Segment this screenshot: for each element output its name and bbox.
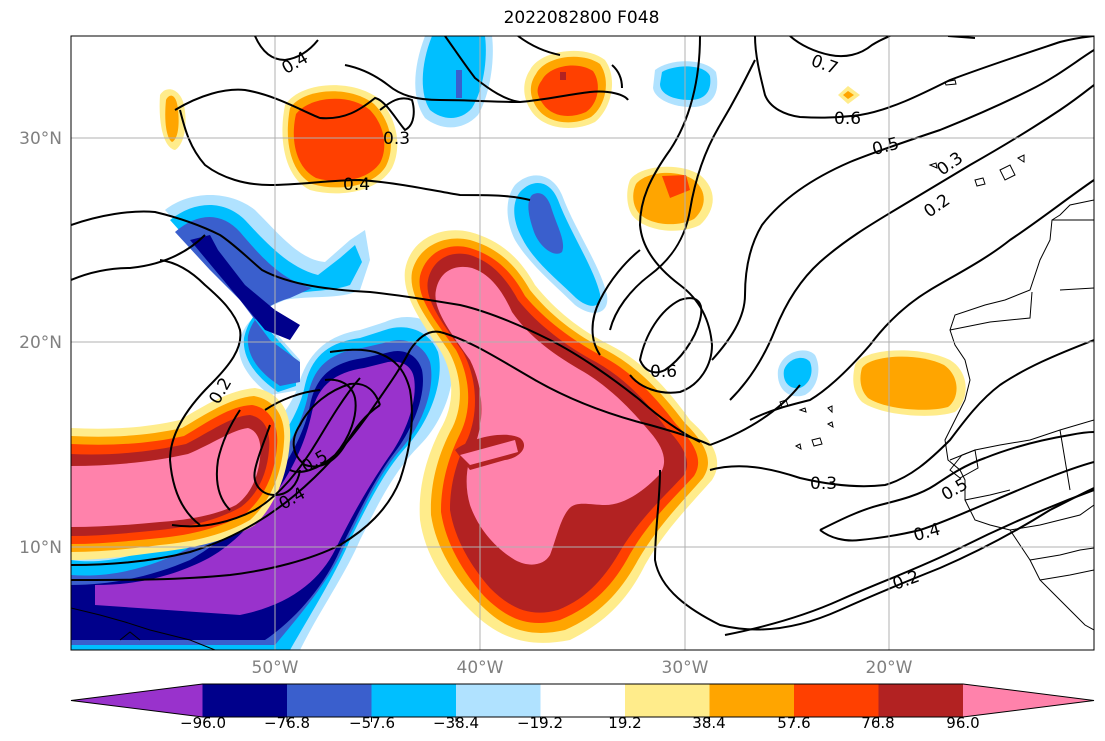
map-frame [70,35,1095,651]
map-panel: 0.4 0.3 0.4 0.7 0.6 0.5 0.3 0.2 0.2 0.6 … [71,36,1094,650]
lat-label: 30°N [19,129,62,149]
negative-anomaly-north-cells [415,36,819,397]
colorbar-tick-labels: −96.0 −76.8 −57.6 −38.4 −19.2 19.2 38.4 … [180,714,980,732]
colorbar-cell [625,684,710,717]
colorbar-tick-label: 57.6 [777,714,810,732]
lon-label: 50°W [252,658,299,678]
colorbar-cell [202,684,288,717]
positive-anomaly-north-cells [159,50,966,416]
colorbar-tick-label: −96.0 [180,714,226,732]
lon-label: 40°W [457,658,504,678]
contour-label: 0.3 [810,474,837,494]
colorbar-tick-label: 38.4 [692,714,725,732]
colorbar-tick-label: −19.2 [517,714,563,732]
lon-axis-labels: 50°W 40°W 30°W 20°W [252,658,913,678]
lon-label: 20°W [866,658,913,678]
positive-anomaly-central [404,230,718,643]
colorbar-tick-label: 76.8 [861,714,894,732]
colorbar-cell [794,684,879,717]
lat-axis-labels: 30°N 20°N 10°N [19,129,62,558]
coastline-south-america [71,607,216,650]
colorbar-cell [287,684,372,717]
colorbar: −96.0 −76.8 −57.6 −38.4 −19.2 19.2 38.4 … [70,683,1095,732]
colorbar-tick-label: −38.4 [433,714,479,732]
colorbar-tick-label: 19.2 [608,714,641,732]
graticule [71,36,1094,650]
colorbar-cell [709,684,795,717]
contour-lines [71,36,1094,636]
lat-label: 10°N [19,538,62,558]
contour-label: 0.4 [343,175,370,195]
colorbar-tick-label: −76.8 [264,714,310,732]
colorbar-tick-label: 96.0 [946,714,979,732]
colorbar-cell [540,684,626,717]
colorbar-cell [963,684,1094,717]
contour-label: 0.3 [383,129,410,149]
colorbar-cell [878,684,964,717]
colorbar-cell [456,684,541,717]
lon-label: 30°W [662,658,709,678]
contour-label-group: 0.4 0.3 0.4 0.7 0.6 0.5 0.3 0.2 0.2 0.6 … [205,48,971,595]
contour-label: 0.6 [650,362,677,382]
colorbar-outline [70,683,1095,718]
lat-label: 20°N [19,333,62,353]
colorbar-tick-label: −57.6 [349,714,395,732]
coastline-africa [928,36,1094,631]
map-title: 2022082800 F048 [503,8,660,28]
colorbar-cell [71,684,203,717]
positive-anomaly-west [71,388,291,560]
contour-label: 0.6 [834,109,861,129]
colorbar-cells [70,683,1095,722]
colorbar-cell [371,684,457,717]
